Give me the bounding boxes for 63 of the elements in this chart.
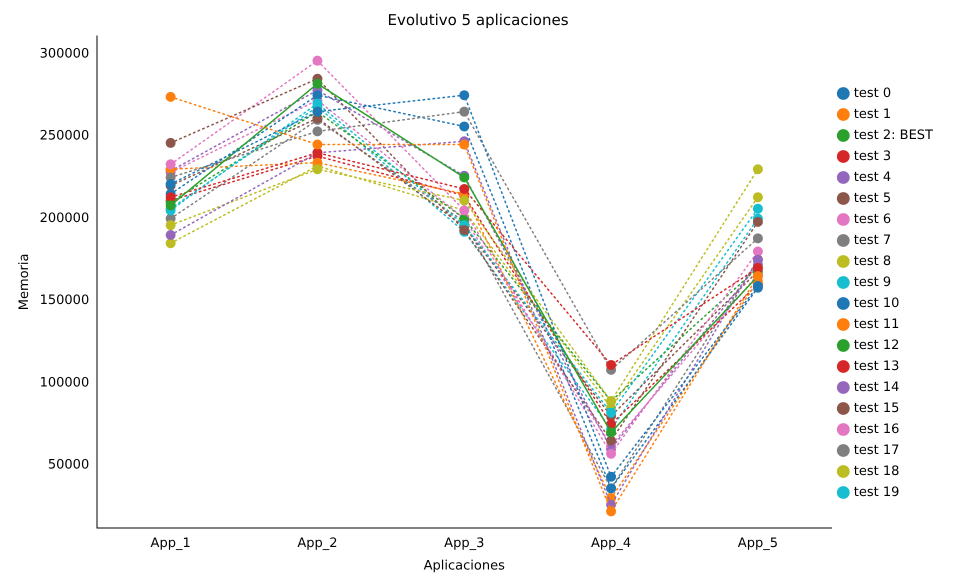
legend-label: test 7 xyxy=(854,232,892,248)
legend-label: test 3 xyxy=(854,148,892,164)
point xyxy=(459,121,470,132)
legend-label: test 6 xyxy=(854,212,892,227)
legend-label: test 1 xyxy=(854,106,892,122)
point xyxy=(752,192,763,202)
point xyxy=(606,506,616,516)
legend-label: test 12 xyxy=(854,338,900,353)
legend-label: test 11 xyxy=(854,316,900,332)
point xyxy=(312,164,322,174)
legend-label: test 13 xyxy=(854,358,900,374)
legend-label: test 4 xyxy=(854,170,892,185)
point xyxy=(752,233,763,244)
point xyxy=(752,246,763,256)
point xyxy=(752,204,763,214)
x-tick-label: App_4 xyxy=(590,536,632,551)
point xyxy=(166,159,176,170)
y-tick-label: 50000 xyxy=(48,458,90,473)
point xyxy=(606,360,616,370)
point xyxy=(166,92,176,102)
point xyxy=(166,138,176,148)
legend-label: test 5 xyxy=(854,190,892,206)
legend-label: test 10 xyxy=(854,296,900,311)
legend-label: test 2: BEST xyxy=(854,128,934,143)
point xyxy=(606,472,616,482)
y-tick-label: 100000 xyxy=(40,375,90,390)
chart-title: Evolutivo 5 aplicaciones xyxy=(387,10,569,29)
x-tick-label: App_3 xyxy=(444,536,484,551)
y-axis-title: Memoria xyxy=(17,254,32,310)
y-tick-label: 250000 xyxy=(40,128,90,144)
x-tick-label: App_1 xyxy=(150,536,191,551)
point xyxy=(459,195,470,206)
point xyxy=(752,216,763,227)
legend-label: test 16 xyxy=(854,422,900,437)
y-tick-label: 150000 xyxy=(40,293,90,308)
x-axis-title: Aplicaciones xyxy=(424,558,506,574)
point xyxy=(166,220,176,230)
point xyxy=(166,230,176,240)
point xyxy=(459,140,470,150)
legend-label: test 18 xyxy=(854,464,900,479)
x-tick-label: App_5 xyxy=(738,536,778,551)
point xyxy=(606,448,616,459)
y-tick-label: 200000 xyxy=(40,210,90,226)
point xyxy=(459,184,470,194)
point xyxy=(459,90,470,100)
legend-label: test 19 xyxy=(854,484,900,500)
point xyxy=(312,78,322,89)
point xyxy=(312,90,322,100)
x-tick-label: App_2 xyxy=(297,536,338,551)
point xyxy=(459,106,470,117)
y-tick-label: 300000 xyxy=(40,46,90,62)
point xyxy=(606,408,616,418)
legend-label: test 14 xyxy=(854,380,900,395)
point xyxy=(312,126,322,136)
legend-label: test 17 xyxy=(854,442,900,458)
legend-label: test 8 xyxy=(854,254,892,269)
point xyxy=(312,56,322,66)
legend-label: test 9 xyxy=(854,274,892,290)
point xyxy=(752,164,763,174)
legend-label: test 0 xyxy=(854,86,892,101)
point xyxy=(606,427,616,438)
legend-label: test 15 xyxy=(854,400,900,416)
point xyxy=(312,140,322,150)
